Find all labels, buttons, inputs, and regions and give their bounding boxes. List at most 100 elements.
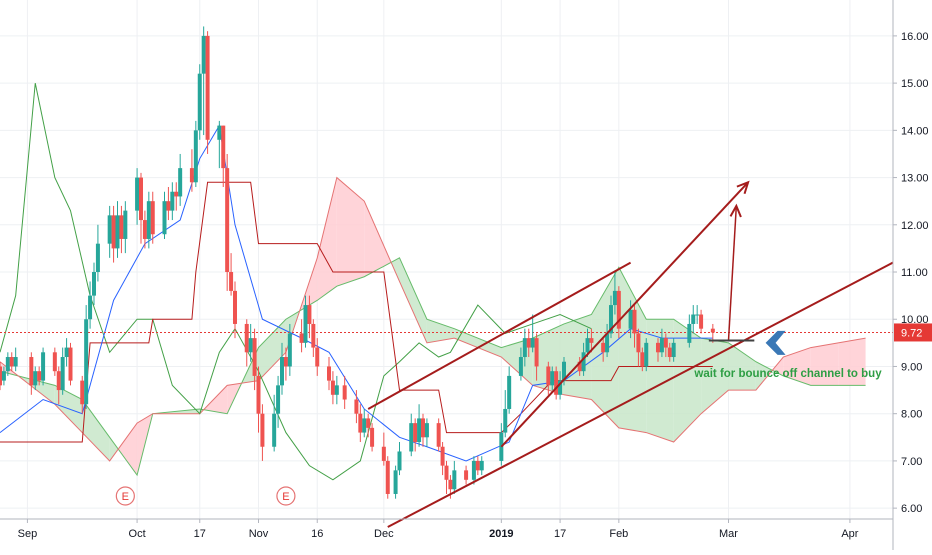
cloud-segment — [203, 385, 228, 414]
candle-body — [193, 130, 198, 183]
candle-body — [640, 352, 645, 367]
target-arrow-head — [729, 203, 742, 218]
x-tick-label: Feb — [609, 528, 628, 540]
cloud-segment — [728, 342, 756, 391]
grid-layer — [0, 0, 893, 519]
candle-body — [5, 357, 10, 372]
candle-body — [0, 366, 2, 386]
cloud-segment — [783, 347, 811, 386]
candle-body — [605, 333, 610, 353]
candle-body — [146, 201, 151, 239]
annotation-text: wait for bounce off channel to buy — [693, 368, 882, 380]
candle-body — [464, 470, 469, 480]
candle-body — [612, 290, 617, 306]
candle-body — [111, 215, 116, 249]
candle-body — [667, 347, 672, 358]
candle-body — [142, 220, 147, 239]
cloud-segment — [258, 319, 286, 381]
candle-body — [64, 347, 69, 358]
cloud-segment — [317, 177, 337, 301]
candle-body — [170, 191, 175, 211]
candle-body — [256, 375, 261, 414]
candle-body — [174, 191, 179, 197]
candle-body — [558, 380, 563, 395]
candle-body — [636, 333, 641, 353]
candle-body — [233, 290, 237, 324]
candle-body — [88, 295, 93, 320]
candle-body — [421, 418, 425, 438]
candle-body — [562, 361, 566, 381]
y-tick-label: 13.00 — [901, 173, 929, 185]
candle-body — [577, 361, 582, 372]
conversion-line — [0, 124, 713, 462]
candle-body — [9, 357, 14, 367]
candle-body — [13, 357, 18, 367]
candle-body — [217, 125, 222, 140]
candle-body — [303, 305, 308, 343]
candle-body — [201, 35, 206, 74]
candle-body — [589, 338, 594, 343]
cloud-segment — [701, 338, 729, 414]
channel-layer — [367, 180, 894, 528]
candle-body — [370, 427, 375, 447]
last-price-label: 9.72 — [901, 327, 922, 339]
x-tick-label: 2019 — [489, 528, 513, 540]
candle-body — [68, 347, 73, 381]
candle-body — [84, 319, 89, 405]
x-tick-label: Dec — [374, 528, 394, 540]
y-tick-label: 7.00 — [901, 456, 922, 468]
candle-body — [546, 366, 551, 386]
candle-body — [123, 210, 128, 239]
candle-body — [413, 423, 418, 443]
candle-body — [197, 73, 202, 131]
candle-body — [115, 215, 120, 249]
candle-body — [366, 418, 371, 428]
channel-upper-line — [367, 261, 632, 410]
last-price-badge — [894, 323, 932, 342]
target-arrow-line — [727, 205, 738, 341]
annotations-layer: wait for bounce off channel to buy E E — [115, 330, 882, 506]
candle-body — [225, 168, 230, 273]
candle-body — [691, 314, 696, 324]
candle-body — [221, 125, 226, 169]
cloud-segment — [336, 177, 365, 287]
candle-body — [189, 168, 194, 183]
earnings-marker — [115, 486, 135, 506]
candle-body — [119, 215, 124, 239]
x-tick-label: Oct — [129, 528, 146, 540]
candle-body — [526, 338, 531, 348]
base-line — [0, 181, 713, 443]
candle-body — [436, 423, 441, 447]
candle-body — [710, 328, 715, 333]
x-tick-label: 17 — [554, 528, 566, 540]
candle-body — [503, 408, 508, 433]
candle-body — [397, 451, 402, 471]
cloud-segment — [618, 267, 647, 433]
y-tick-label: 14.00 — [901, 125, 929, 137]
candle-body — [139, 177, 143, 221]
candle-body — [330, 380, 335, 395]
candle-body — [1, 371, 6, 381]
cloud-segment — [838, 338, 866, 386]
candle-body — [417, 418, 422, 443]
candle-body — [107, 215, 112, 244]
candle-body — [166, 201, 171, 211]
candle-body — [381, 446, 386, 461]
lagging-span — [0, 83, 592, 481]
candle-body — [56, 371, 61, 391]
candle-body — [452, 470, 457, 490]
candle-body — [440, 446, 445, 466]
channel-lower-line — [387, 261, 894, 528]
candle-body — [29, 357, 34, 386]
candle-body — [358, 413, 363, 433]
earnings-marker — [276, 486, 296, 506]
candle-body — [354, 399, 359, 414]
cloud-segment — [454, 328, 502, 358]
candle-body — [287, 333, 292, 367]
x-tick-label: Sep — [18, 528, 38, 540]
candle-body — [385, 460, 390, 494]
projection-arrow-head — [736, 180, 750, 195]
cloud-segment — [399, 257, 427, 343]
projection-arrow-line — [500, 181, 749, 448]
